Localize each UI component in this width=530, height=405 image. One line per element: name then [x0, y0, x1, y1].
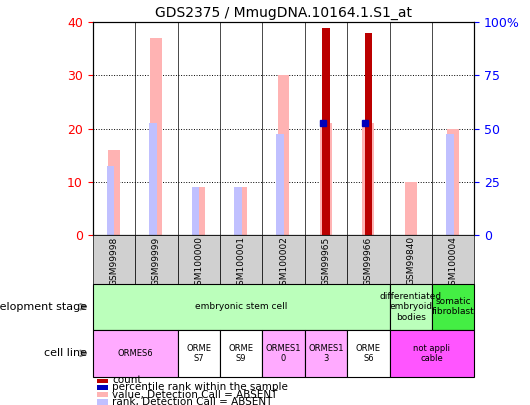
- Text: GSM100002: GSM100002: [279, 237, 288, 291]
- Text: ORMES1
0: ORMES1 0: [266, 344, 301, 363]
- Bar: [220, 330, 262, 377]
- Bar: [305, 330, 347, 377]
- Bar: [234, 187, 242, 235]
- Title: GDS2375 / MmugDNA.10164.1.S1_at: GDS2375 / MmugDNA.10164.1.S1_at: [155, 6, 412, 20]
- Bar: [178, 235, 220, 284]
- Bar: [262, 235, 305, 284]
- Text: not appli
cable: not appli cable: [413, 344, 450, 363]
- Bar: [446, 134, 454, 235]
- Text: count: count: [112, 375, 142, 385]
- Text: percentile rank within the sample: percentile rank within the sample: [112, 382, 288, 392]
- Text: ORMES1
3: ORMES1 3: [308, 344, 343, 363]
- Bar: [347, 330, 390, 377]
- Bar: [363, 123, 374, 235]
- Text: GSM100001: GSM100001: [237, 237, 245, 291]
- Bar: [107, 166, 114, 235]
- Bar: [278, 75, 289, 235]
- Bar: [191, 187, 199, 235]
- Bar: [149, 123, 157, 235]
- Text: GSM99840: GSM99840: [407, 237, 415, 286]
- Text: rank, Detection Call = ABSENT: rank, Detection Call = ABSENT: [112, 397, 272, 405]
- Text: GSM99999: GSM99999: [152, 237, 161, 286]
- Text: GSM100000: GSM100000: [195, 237, 203, 291]
- Bar: [96, 377, 108, 383]
- Bar: [108, 150, 120, 235]
- Bar: [276, 134, 284, 235]
- Bar: [135, 235, 178, 284]
- Text: differentiated
embryoid
bodies: differentiated embryoid bodies: [379, 292, 442, 322]
- Bar: [405, 182, 417, 235]
- Bar: [390, 235, 432, 284]
- Bar: [178, 330, 220, 377]
- Text: ORMES6: ORMES6: [117, 349, 153, 358]
- Bar: [432, 235, 474, 284]
- Bar: [390, 284, 432, 330]
- Text: cell line: cell line: [45, 348, 87, 358]
- Text: GSM99965: GSM99965: [322, 237, 330, 286]
- Bar: [305, 235, 347, 284]
- Text: value, Detection Call = ABSENT: value, Detection Call = ABSENT: [112, 390, 277, 400]
- Bar: [320, 123, 332, 235]
- Text: ORME
S9: ORME S9: [228, 344, 254, 363]
- Text: embryonic stem cell: embryonic stem cell: [195, 302, 287, 311]
- Bar: [96, 399, 108, 405]
- Text: somatic
fibroblast: somatic fibroblast: [432, 297, 474, 316]
- Text: GSM99998: GSM99998: [110, 237, 118, 286]
- Bar: [390, 330, 474, 377]
- Bar: [93, 284, 390, 330]
- Text: GSM99966: GSM99966: [364, 237, 373, 286]
- Bar: [447, 129, 459, 235]
- Bar: [262, 330, 305, 377]
- Bar: [235, 187, 247, 235]
- Text: ORME
S7: ORME S7: [186, 344, 211, 363]
- Bar: [96, 392, 108, 397]
- Bar: [96, 385, 108, 390]
- Text: GSM100004: GSM100004: [449, 237, 457, 291]
- Bar: [220, 235, 262, 284]
- Bar: [151, 38, 162, 235]
- Bar: [93, 330, 178, 377]
- Text: development stage: development stage: [0, 302, 87, 312]
- Bar: [193, 187, 205, 235]
- Bar: [93, 235, 135, 284]
- Bar: [322, 28, 330, 235]
- Bar: [347, 235, 390, 284]
- Bar: [432, 284, 474, 330]
- Bar: [365, 33, 372, 235]
- Text: ORME
S6: ORME S6: [356, 344, 381, 363]
